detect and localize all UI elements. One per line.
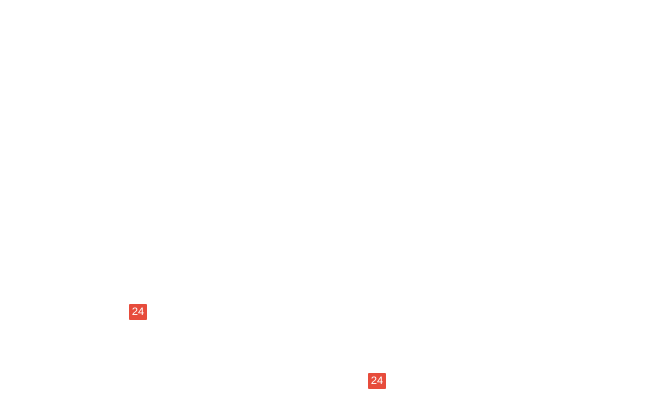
marker-badge-24-upper[interactable]: 24 (129, 304, 147, 320)
marker-badge-24-lower[interactable]: 24 (368, 373, 386, 389)
